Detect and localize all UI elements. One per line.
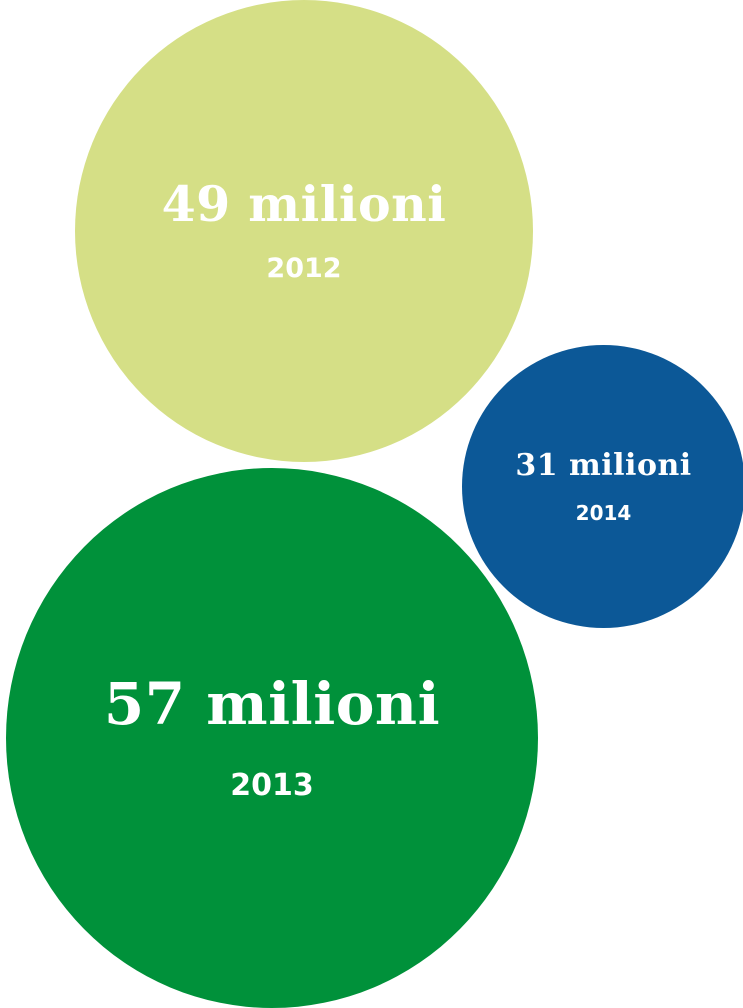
bubble-value-2012: 49 milioni (161, 175, 447, 233)
bubble-value-2013: 57 milioni (103, 670, 441, 738)
bubble-year-2012: 2012 (266, 253, 342, 284)
bubble-2014: 31 milioni 2014 (462, 345, 743, 628)
bubble-year-2013: 2013 (230, 768, 314, 803)
bubble-2012: 49 milioni 2012 (75, 0, 533, 462)
bubble-value-2014: 31 milioni (515, 447, 692, 483)
bubble-year-2014: 2014 (575, 500, 632, 525)
bubble-2013: 57 milioni 2013 (6, 468, 538, 1008)
